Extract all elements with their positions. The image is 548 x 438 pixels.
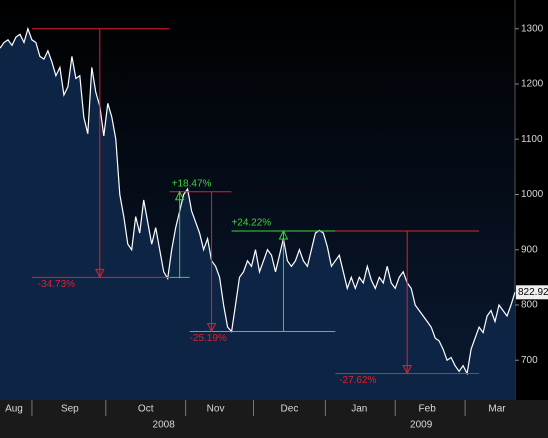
move-arrow: [278, 229, 289, 240]
move-label: -25.19%: [190, 333, 227, 344]
move-arrow: [174, 190, 185, 201]
x-axis-band: [0, 400, 548, 438]
y-tick-label: 1200: [521, 79, 544, 90]
last-value-label: 822.92: [518, 287, 548, 298]
move-label: -34.73%: [38, 279, 75, 290]
year-label: 2009: [410, 420, 433, 431]
month-label: Feb: [419, 404, 437, 415]
year-label: 2008: [153, 420, 176, 431]
month-label: Aug: [5, 404, 23, 415]
area-fill: [0, 28, 515, 400]
y-tick-label: 1000: [521, 189, 544, 200]
month-label: Oct: [138, 404, 154, 415]
last-value-box: [516, 285, 548, 300]
month-label: Jan: [351, 404, 367, 415]
move-label: -27.62%: [339, 375, 376, 386]
y-tick-label: 1300: [521, 23, 544, 34]
y-tick-label: 900: [521, 244, 538, 255]
move-label: +24.22%: [231, 218, 271, 229]
move-arrow: [206, 322, 217, 333]
move-arrow: [94, 268, 105, 279]
price-line: [0, 26, 516, 376]
month-label: Mar: [488, 404, 506, 415]
move-arrow: [402, 364, 413, 375]
month-label: Dec: [281, 404, 299, 415]
y-tick-label: 700: [521, 355, 538, 366]
y-tick-label: 1100: [521, 134, 543, 145]
month-label: Sep: [61, 404, 79, 415]
y-tick-label: 800: [521, 300, 538, 311]
move-label: +18.47%: [172, 178, 212, 189]
month-label: Nov: [207, 404, 225, 415]
